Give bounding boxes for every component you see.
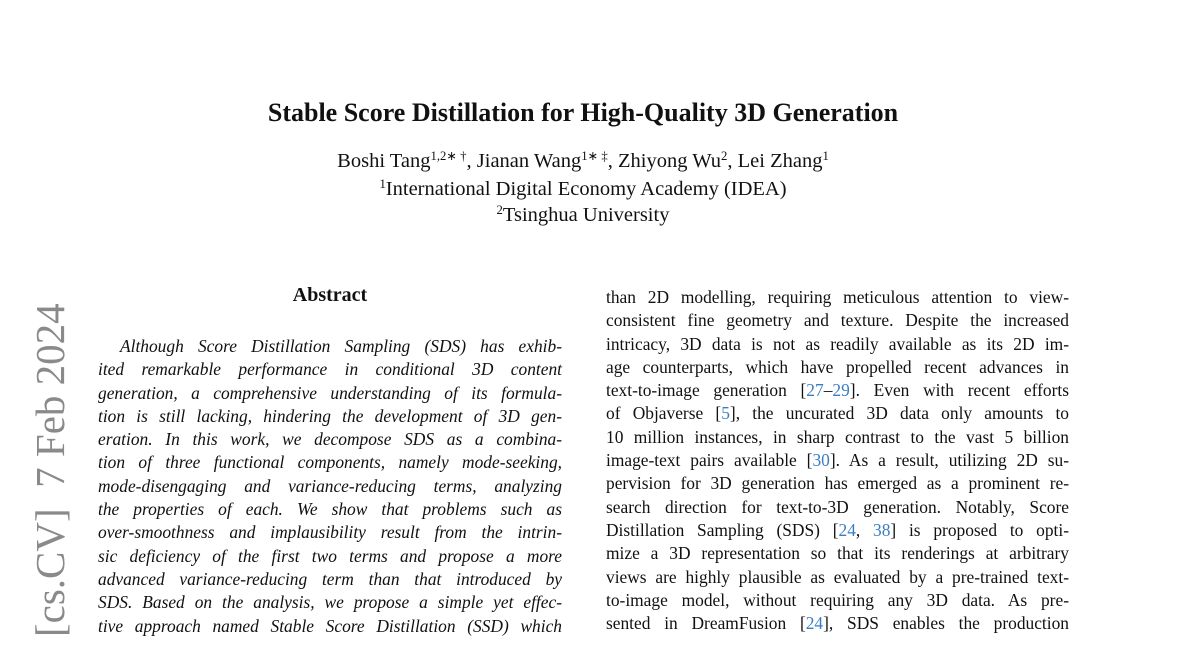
- text-line: image-text pairs available [30]. As a re…: [606, 449, 1069, 472]
- citation[interactable]: 24: [838, 519, 856, 540]
- text: to-image model, without requiring any 3D…: [606, 589, 1069, 610]
- text-line: text-to-image generation [27–29]. Even w…: [606, 379, 1069, 402]
- text-line: intricacy, 3D data is not as readily ava…: [606, 333, 1069, 356]
- text-line: advanced variance-reducing term than tha…: [98, 568, 562, 591]
- superscript: 2: [496, 203, 503, 218]
- text: 10 million instances, in sharp contrast …: [606, 426, 1069, 447]
- text-line: age counterparts, which have propelled r…: [606, 356, 1069, 379]
- superscript: 1,2∗ †: [430, 149, 467, 164]
- superscript: 1: [822, 149, 829, 164]
- text: generation, a comprehensive understandin…: [98, 382, 562, 403]
- text: –: [823, 380, 833, 401]
- text-line: consistent fine geometry and texture. De…: [606, 309, 1069, 332]
- text: ]. As a result, utilizing 2D su-: [829, 450, 1069, 471]
- text: , Lei Zhang: [727, 150, 823, 172]
- text: mode-disengaging and variance-reducing t…: [98, 475, 562, 496]
- text: over-smoothness and implausibility resul…: [98, 522, 562, 543]
- text-line: pervision for 3D generation has emerged …: [606, 472, 1069, 495]
- text: tive approach named Stable Score Distill…: [98, 615, 562, 636]
- arxiv-stamp: [cs.CV] 7 Feb 2024: [27, 303, 73, 637]
- text-line: than 2D modelling, requiring meticulous …: [606, 286, 1069, 309]
- text-line: views are highly plausible as evaluated …: [606, 566, 1069, 589]
- paper-title: Stable Score Distillation for High-Quali…: [267, 98, 899, 127]
- text: intricacy, 3D data is not as readily ava…: [606, 333, 1069, 354]
- text-line: search direction for text-to-3D generati…: [606, 496, 1069, 519]
- text-line: tive approach named Stable Score Distill…: [98, 615, 562, 638]
- citation[interactable]: 38: [873, 519, 891, 540]
- text: ited remarkable performance in condition…: [98, 359, 562, 380]
- text: consistent fine geometry and texture. De…: [606, 310, 1069, 331]
- text: age counterparts, which have propelled r…: [606, 356, 1069, 377]
- text-line: Although Score Distillation Sampling (SD…: [98, 335, 562, 358]
- text-line: tion of three functional components, nam…: [98, 451, 562, 474]
- text: Distillation Sampling (SDS) [: [606, 519, 839, 540]
- citation[interactable]: 5: [721, 403, 730, 424]
- text: tion of three functional components, nam…: [98, 452, 562, 473]
- text-line: SDS. Based on the analysis, we propose a…: [98, 591, 562, 614]
- citation[interactable]: 27: [806, 380, 824, 401]
- text: sic deficiency of the first two terms an…: [98, 545, 562, 566]
- text: views are highly plausible as evaluated …: [606, 566, 1069, 587]
- text: International Digital Economy Academy (I…: [385, 178, 787, 200]
- text-line: Distillation Sampling (SDS) [24, 38] is …: [606, 519, 1069, 542]
- affiliation: 1International Digital Economy Academy (…: [0, 178, 1166, 201]
- text: ] is proposed to opti-: [890, 519, 1069, 540]
- text: the properties of each. We show that pro…: [98, 499, 562, 520]
- section-heading: Abstract: [292, 284, 368, 306]
- citation[interactable]: 24: [805, 613, 824, 634]
- text: ], the uncurated 3D data only amounts to: [729, 403, 1069, 424]
- text: search direction for text-to-3D generati…: [606, 496, 1069, 517]
- text-line: mode-disengaging and variance-reducing t…: [98, 475, 562, 498]
- text-line: mize a 3D representation so that its ren…: [606, 542, 1069, 565]
- text: ], SDS enables the production: [823, 613, 1069, 634]
- text: than 2D modelling, requiring meticulous …: [606, 287, 1069, 307]
- abstract-text: Although Score Distillation Sampling (SD…: [98, 335, 562, 638]
- text: , Zhiyong Wu: [607, 150, 722, 172]
- affiliation: 2Tsinghua University: [0, 204, 1166, 227]
- text: image-text pairs available [: [606, 450, 813, 471]
- text-line: sented in DreamFusion [24], SDS enables …: [606, 612, 1069, 635]
- text: Boshi Tang: [337, 150, 431, 172]
- text: tion is still lacking, hindering the dev…: [98, 405, 562, 426]
- text-line: sic deficiency of the first two terms an…: [98, 545, 562, 568]
- text: ,: [855, 519, 874, 540]
- text: pervision for 3D generation has emerged …: [606, 473, 1069, 494]
- text: advanced variance-reducing term than tha…: [98, 568, 562, 589]
- text: ]. Even with recent efforts: [849, 380, 1069, 401]
- citation[interactable]: 30: [812, 450, 830, 471]
- text: mize a 3D representation so that its ren…: [606, 543, 1069, 564]
- superscript: 2: [721, 149, 728, 164]
- text: , Jianan Wang: [466, 150, 582, 172]
- superscript: 1∗ ‡: [581, 149, 608, 164]
- superscript: 1: [379, 177, 386, 192]
- text: sented in DreamFusion [: [606, 613, 806, 634]
- text-line: eration. In this work, we decompose SDS …: [98, 428, 562, 451]
- text: text-to-image generation [: [606, 380, 807, 401]
- text: of Objaverse [: [606, 403, 722, 424]
- text-line: 10 million instances, in sharp contrast …: [606, 426, 1069, 449]
- text-line: of Objaverse [5], the uncurated 3D data …: [606, 402, 1069, 425]
- text: SDS. Based on the analysis, we propose a…: [98, 592, 562, 613]
- text-line: over-smoothness and implausibility resul…: [98, 521, 562, 544]
- authors: Boshi Tang1,2∗ †, Jianan Wang1∗ ‡, Zhiyo…: [0, 150, 1166, 173]
- text-line: to-image model, without requiring any 3D…: [606, 589, 1069, 612]
- text: eration. In this work, we decompose SDS …: [98, 429, 562, 450]
- text-line: ited remarkable performance in condition…: [98, 358, 562, 381]
- text: Tsinghua University: [502, 204, 670, 226]
- text-line: generation, a comprehensive understandin…: [98, 382, 562, 405]
- body-text: than 2D modelling, requiring meticulous …: [606, 286, 1069, 635]
- text: Although Score Distillation Sampling (SD…: [120, 336, 562, 356]
- text-line: the properties of each. We show that pro…: [98, 498, 562, 521]
- citation[interactable]: 29: [832, 380, 850, 401]
- text-line: tion is still lacking, hindering the dev…: [98, 405, 562, 428]
